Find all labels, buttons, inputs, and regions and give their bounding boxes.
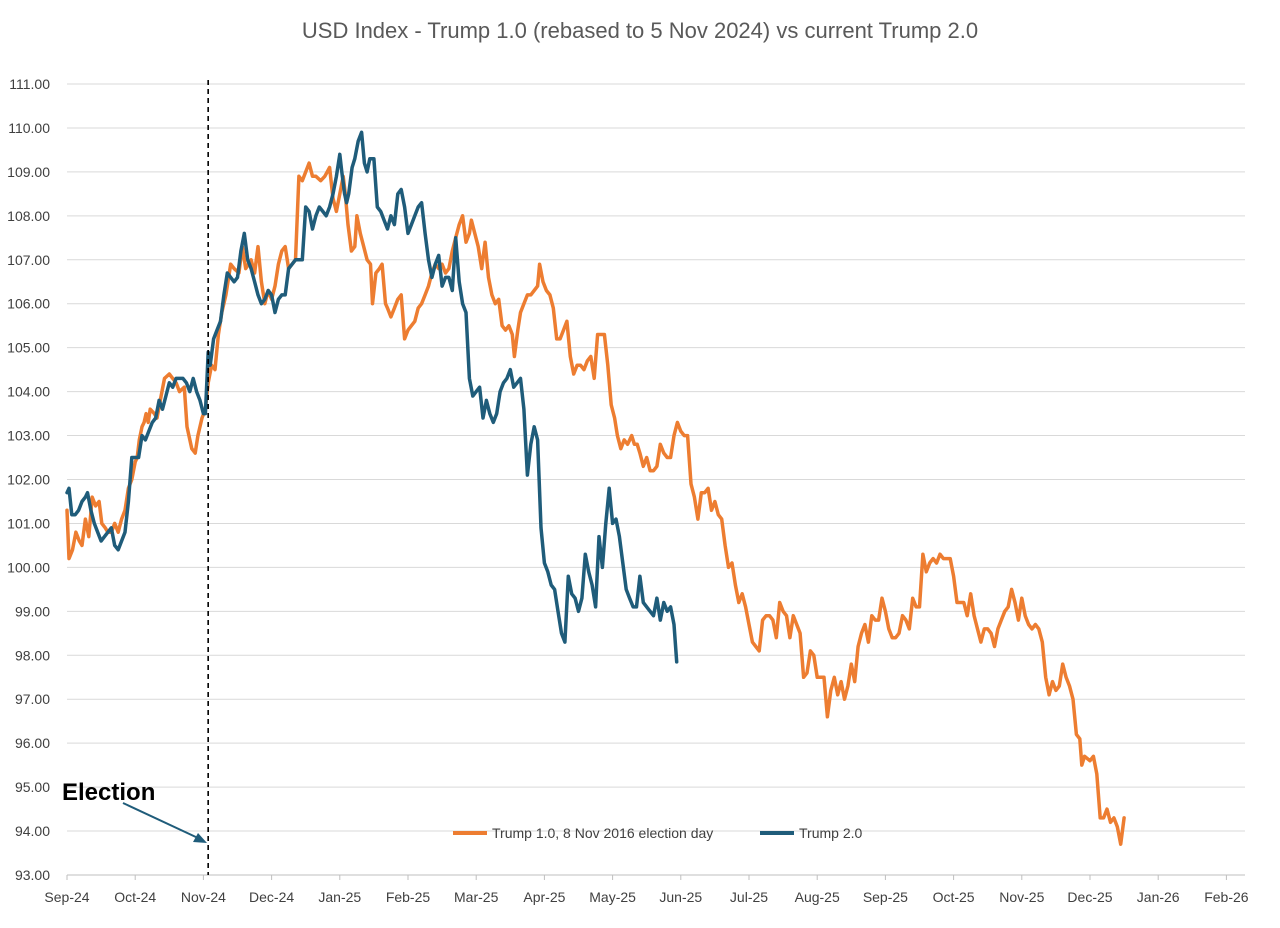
gridlines xyxy=(67,83,1245,876)
y-tick-label: 106.00 xyxy=(7,296,50,312)
x-tick-label: Aug-25 xyxy=(795,889,840,905)
x-tick-label: Mar-25 xyxy=(454,889,499,905)
x-tick-label: Nov-24 xyxy=(181,889,226,905)
y-tick-label: 110.00 xyxy=(8,120,50,136)
x-tick-label: Nov-25 xyxy=(999,889,1044,905)
x-tick-label: Dec-25 xyxy=(1067,889,1112,905)
y-tick-label: 98.00 xyxy=(15,647,50,663)
y-tick-label: 102.00 xyxy=(7,472,50,488)
series-layer xyxy=(65,130,1126,846)
x-tick-label: Jun-25 xyxy=(659,889,702,905)
y-tick-label: 111.00 xyxy=(9,76,50,92)
y-tick-label: 109.00 xyxy=(7,164,50,180)
legend: Trump 1.0, 8 Nov 2016 election day Trump… xyxy=(453,825,862,841)
y-tick-label: 105.00 xyxy=(7,340,50,356)
y-tick-label: 93.00 xyxy=(15,867,50,883)
x-axis-tick-labels: Sep-24 Oct-24 Nov-24 Dec-24 Jan-25 Feb-25 Mar-… xyxy=(44,875,1249,905)
election-arrow-shaft xyxy=(122,802,199,839)
election-arrow-head xyxy=(193,833,207,843)
x-tick-label: Feb-26 xyxy=(1204,889,1249,905)
y-axis-tick-labels: 93.00 94.00 95.00 96.00 97.00 98.00 99.00 100.0… xyxy=(7,76,50,883)
y-tick-label: 96.00 xyxy=(15,735,50,751)
y-tick-label: 97.00 xyxy=(15,691,50,707)
x-tick-label: Feb-25 xyxy=(386,889,431,905)
x-tick-label: Dec-24 xyxy=(249,889,294,905)
y-tick-label: 94.00 xyxy=(15,823,50,839)
annotation-layer: Election xyxy=(62,80,209,875)
y-tick-label: 99.00 xyxy=(15,603,50,619)
y-tick-label: 95.00 xyxy=(15,779,50,795)
x-tick-label: Sep-25 xyxy=(863,889,908,905)
legend-label-trump-1: Trump 1.0, 8 Nov 2016 election day xyxy=(492,825,713,841)
election-annotation: Election xyxy=(62,779,155,806)
x-tick-label: Apr-25 xyxy=(523,889,565,905)
x-tick-label: Jan-26 xyxy=(1137,889,1180,905)
y-tick-label: 104.00 xyxy=(7,384,50,400)
series-line-trump-1 xyxy=(65,161,1126,846)
y-tick-label: 103.00 xyxy=(7,428,50,444)
x-tick-label: Jul-25 xyxy=(730,889,768,905)
y-tick-label: 100.00 xyxy=(7,559,50,575)
x-tick-label: Sep-24 xyxy=(44,889,89,905)
y-tick-label: 108.00 xyxy=(7,208,50,224)
series-line-trump-2 xyxy=(65,130,679,664)
x-tick-label: Jan-25 xyxy=(318,889,361,905)
x-tick-label: Oct-24 xyxy=(114,889,156,905)
legend-label-trump-2: Trump 2.0 xyxy=(799,825,862,841)
x-tick-label: May-25 xyxy=(589,889,636,905)
y-tick-label: 101.00 xyxy=(7,515,50,531)
y-tick-label: 107.00 xyxy=(7,252,50,268)
x-tick-label: Oct-25 xyxy=(933,889,975,905)
chart-title: USD Index - Trump 1.0 (rebased to 5 Nov … xyxy=(302,18,978,43)
